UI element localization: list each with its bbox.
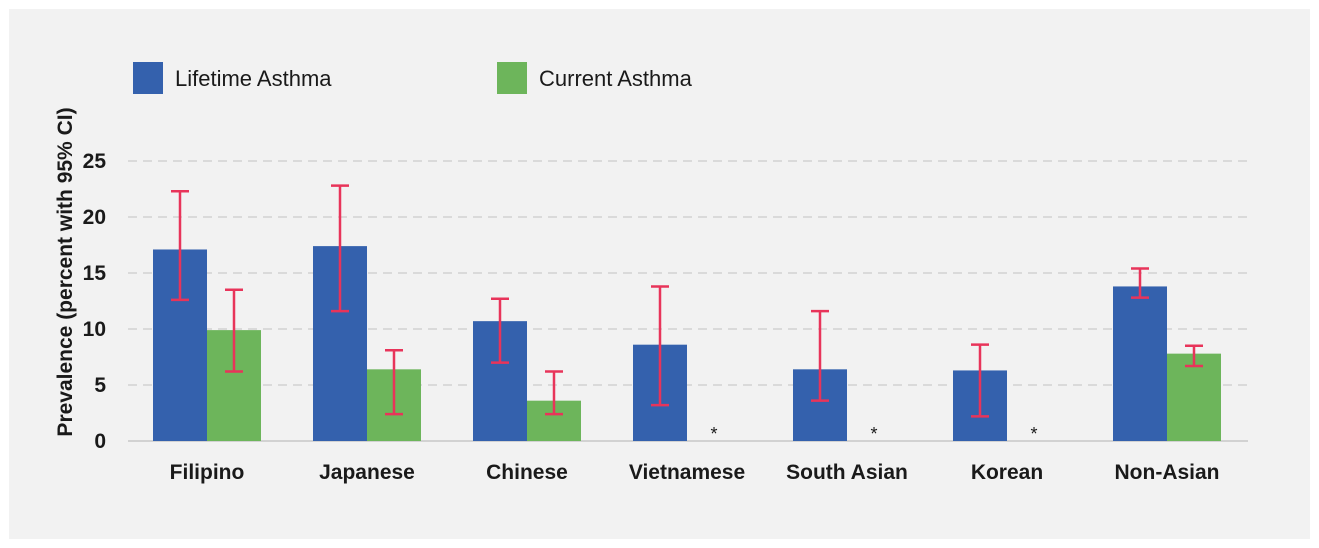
y-tick-label: 5 (94, 374, 106, 397)
legend-label: Lifetime Asthma (175, 66, 332, 91)
error-bar (811, 309, 829, 402)
error-bar (651, 285, 669, 407)
y-axis-label: Prevalence (percent with 95% CI) (54, 107, 77, 436)
y-tick-label: 20 (83, 206, 106, 229)
legend-swatch (133, 62, 163, 94)
category-label: Korean (971, 461, 1043, 484)
bars: * * * (153, 246, 1221, 444)
legend: Lifetime Asthma Current Asthma (133, 62, 693, 94)
error-bar (225, 288, 243, 373)
error-bar (1131, 267, 1149, 299)
error-bar (171, 189, 189, 302)
y-tick-label: 25 (83, 150, 107, 173)
y-tick-label: 15 (83, 262, 107, 285)
category-label: Vietnamese (629, 461, 745, 484)
category-label: Japanese (319, 461, 415, 484)
suppressed-marker: * (710, 424, 717, 444)
y-tick-label: 0 (94, 430, 106, 453)
category-label: Filipino (170, 461, 245, 484)
bar-lifetime (1113, 286, 1167, 441)
error-bar (1185, 344, 1203, 368)
chart-panel (9, 9, 1310, 539)
error-bar (545, 370, 563, 416)
category-label: Chinese (486, 461, 568, 484)
suppressed-marker: * (1030, 424, 1037, 444)
legend-label: Current Asthma (539, 66, 693, 91)
legend-item: Lifetime Asthma (133, 62, 332, 94)
category-label: South Asian (786, 461, 908, 484)
error-bar (491, 297, 509, 364)
bar-current (1167, 353, 1221, 441)
error-bars (171, 184, 1203, 418)
x-category-labels: Filipino Japanese Chinese Vietnamese South A… (170, 461, 1220, 484)
gridlines (128, 160, 1248, 442)
error-bar (385, 349, 403, 416)
y-tick-label: 10 (83, 318, 106, 341)
error-bar (331, 184, 349, 313)
y-tick-labels: 0 5 10 15 20 25 (83, 150, 107, 453)
category-label: Non-Asian (1115, 461, 1220, 484)
error-bar (971, 343, 989, 418)
legend-swatch (497, 62, 527, 94)
legend-item: Current Asthma (497, 62, 693, 94)
suppressed-marker: * (870, 424, 877, 444)
